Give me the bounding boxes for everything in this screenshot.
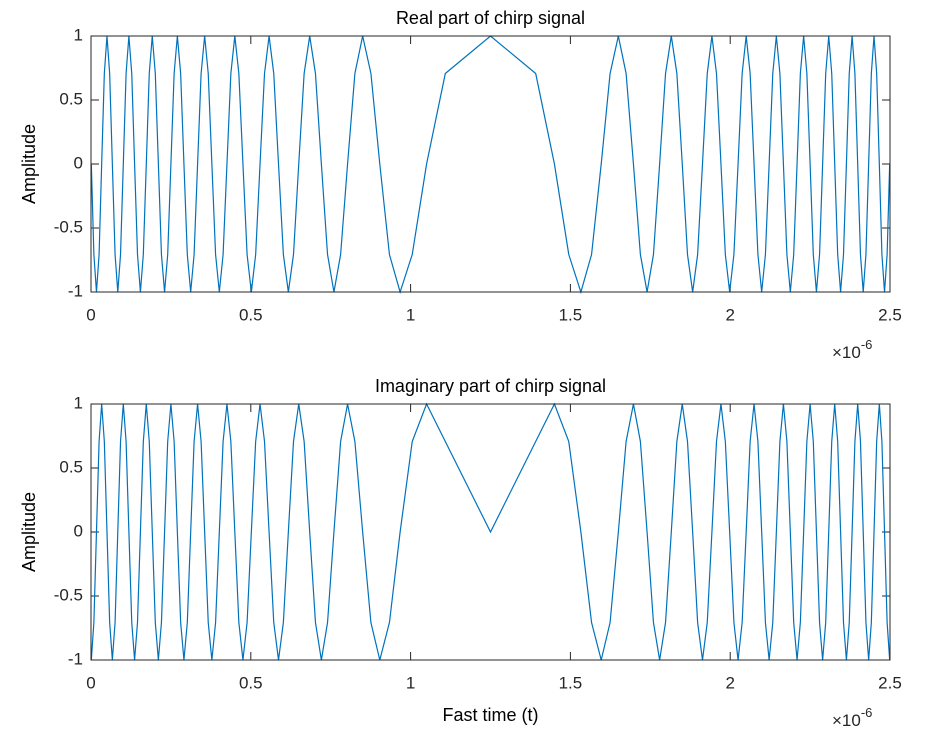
x-multiplier: ×10-6 xyxy=(832,337,872,362)
x-tick-label: 2.5 xyxy=(878,673,902,692)
y-tick-label: -0.5 xyxy=(54,217,83,236)
x-tick-label: 1.5 xyxy=(559,673,583,692)
y-tick-label: 0.5 xyxy=(59,457,83,476)
x-tick-label: 2 xyxy=(725,305,734,324)
x-tick-label: 0 xyxy=(86,673,95,692)
y-axis-label: Amplitude xyxy=(19,124,39,204)
axes-box xyxy=(90,35,891,293)
signal-line xyxy=(90,402,891,661)
x-tick-label: 2 xyxy=(725,673,734,692)
x-multiplier-exponent: -6 xyxy=(861,705,873,720)
y-axis-label: Amplitude xyxy=(19,492,39,572)
x-axis-label: Fast time (t) xyxy=(442,705,538,725)
x-tick-label: 0.5 xyxy=(239,673,263,692)
x-tick-label: 2.5 xyxy=(878,305,902,324)
y-tick-label: 1 xyxy=(74,393,83,412)
y-tick-label: -0.5 xyxy=(54,585,83,604)
axes-box xyxy=(90,403,891,661)
chart-title: Imaginary part of chirp signal xyxy=(375,376,606,396)
y-tick-label: 0 xyxy=(74,521,83,540)
x-multiplier-base: ×10 xyxy=(832,711,861,730)
x-multiplier-base: ×10 xyxy=(832,343,861,362)
y-tick-label: 0.5 xyxy=(59,89,83,108)
y-tick-label: 1 xyxy=(74,25,83,44)
y-tick-label: -1 xyxy=(68,281,83,300)
x-tick-label: 0 xyxy=(86,305,95,324)
y-tick-label: -1 xyxy=(68,649,83,668)
x-multiplier: ×10-6 xyxy=(832,705,872,730)
x-tick-label: 1 xyxy=(406,305,415,324)
x-tick-label: 1 xyxy=(406,673,415,692)
x-multiplier-exponent: -6 xyxy=(861,337,873,352)
y-tick-label: 0 xyxy=(74,153,83,172)
x-tick-label: 1.5 xyxy=(559,305,583,324)
x-tick-label: 0.5 xyxy=(239,305,263,324)
axes-background xyxy=(91,36,890,292)
chart-title: Real part of chirp signal xyxy=(396,8,585,28)
